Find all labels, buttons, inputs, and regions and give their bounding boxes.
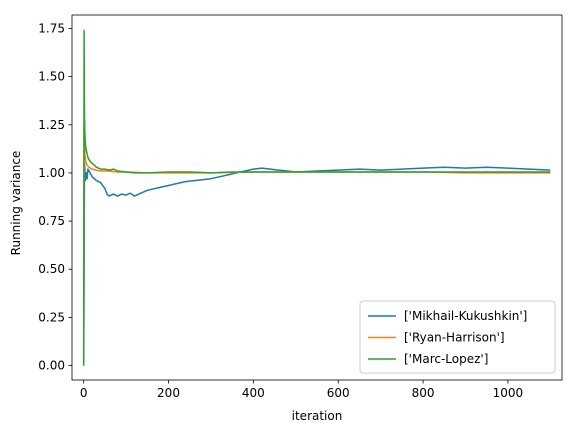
axes-layer: 0 200 400 600 800 1000 0.00 0.25 0.50 0.75 1.00 1.2… xyxy=(38,14,563,400)
axes-frame xyxy=(71,14,563,381)
legend-label-3: ['Marc-Lopez'] xyxy=(404,352,488,366)
x-tick-label: 1000 xyxy=(493,386,524,400)
series-line-3 xyxy=(82,29,551,366)
legend-box xyxy=(359,300,556,374)
legend-label-2: ['Ryan-Harrison'] xyxy=(404,331,505,345)
y-tick-label: 0.50 xyxy=(38,262,65,276)
series-line-1 xyxy=(82,162,551,366)
y-tick-label: 1.75 xyxy=(38,21,65,35)
y-tick-label: 0.00 xyxy=(38,359,65,373)
y-tick-label: 0.25 xyxy=(38,310,65,324)
legend: ['Mikhail-Kukushkin'] ['Ryan-Harrison'] ['… xyxy=(359,300,556,374)
y-tick-label: 1.00 xyxy=(38,166,65,180)
x-tick-label: 0 xyxy=(80,386,88,400)
y-axis-label: Running variance xyxy=(9,151,23,256)
x-axis-label: iteration xyxy=(292,409,343,423)
y-tick-label: 0.75 xyxy=(38,214,65,228)
x-tick-label: 800 xyxy=(412,386,435,400)
x-tick-label: 600 xyxy=(327,386,350,400)
y-tick-label: 1.50 xyxy=(38,70,65,84)
x-tick-label: 400 xyxy=(242,386,265,400)
series-layer xyxy=(82,29,551,366)
y-tick-label: 1.25 xyxy=(38,118,65,132)
legend-label-1: ['Mikhail-Kukushkin'] xyxy=(404,309,527,323)
x-tick-label: 200 xyxy=(157,386,180,400)
